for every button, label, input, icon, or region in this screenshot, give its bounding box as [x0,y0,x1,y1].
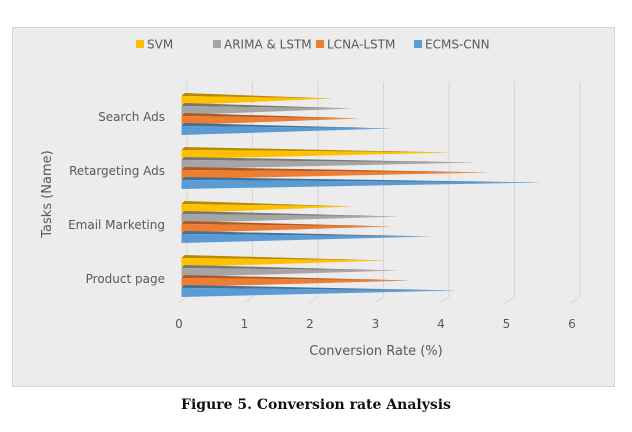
gridline-floor [374,296,384,304]
y-category-label: Search Ads [98,110,165,124]
bar-top-face [181,285,458,291]
bar-top-face [181,221,393,227]
legend-label: ARIMA & LSTM [224,38,312,52]
gridline-floor [439,296,450,304]
bar-top-face [181,201,353,207]
bar-top-face [181,157,478,163]
x-tick-label: 2 [306,317,314,331]
bar-svm-product-page [181,258,386,267]
gridline-floor [570,296,581,304]
bar-lcna-lstm-retargeting-ads [181,170,491,179]
bar-lcna-lstm-search-ads [181,116,360,125]
gridline-floor [505,296,515,304]
x-tick-label: 1 [241,317,249,331]
bar-top-face [181,265,399,271]
legend: SVM ARIMA & LSTM LCNA-LSTM ECMS-CNN [136,38,490,52]
bar-arima-lstm-search-ads [181,106,353,115]
bar-svm-email-marketing [181,204,353,213]
gridline-floor [308,296,319,304]
bar-top-face [181,275,412,281]
x-tick-label: 6 [568,317,576,331]
bar-top-face [181,177,543,183]
bar-svm-retargeting-ads [181,150,452,159]
bar-top-face [181,147,452,153]
bar-ecms-cnn-retargeting-ads [181,180,543,189]
bar-top-face [181,255,386,261]
legend-swatch [213,40,221,48]
bar-ecms-cnn-email-marketing [181,234,432,243]
x-tick-label: 5 [503,317,511,331]
x-tick-label: 3 [372,317,380,331]
y-category-label: Product page [86,272,165,286]
bar-arima-lstm-email-marketing [181,214,399,223]
bar-svm-search-ads [181,96,334,105]
bar-top-face [181,103,353,109]
gridline-floor [177,296,188,304]
bar-top-face [181,113,360,119]
bar-top-face [181,123,393,129]
legend-label: SVM [147,38,173,52]
bar-top-face [181,167,491,173]
figure-caption: Figure 5. Conversion rate Analysis [181,397,451,413]
legend-label: ECMS-CNN [425,38,490,52]
bar-top-face [181,211,399,217]
bar-arima-lstm-product-page [181,268,399,277]
y-category-label: Email Marketing [68,218,165,232]
x-axis-title: Conversion Rate (%) [309,344,442,359]
x-tick-label: 4 [437,317,445,331]
bar-ecms-cnn-search-ads [181,126,393,135]
legend-label: LCNA-LSTM [327,38,395,52]
bar-arima-lstm-retargeting-ads [181,160,478,169]
legend-swatch [316,40,324,48]
gridline-floor [243,296,253,304]
bar-top-face [181,231,432,237]
legend-swatch [136,40,144,48]
y-axis-title: Tasks (Name) [40,150,55,238]
bar-ecms-cnn-product-page [181,288,458,297]
x-tick-labels: 0 1 2 3 4 5 6 [175,317,576,331]
bars [181,93,543,297]
bar-lcna-lstm-email-marketing [181,224,393,233]
bar-lcna-lstm-product-page [181,278,412,287]
y-category-label: Retargeting Ads [69,164,165,178]
legend-swatch [414,40,422,48]
category-labels: Search Ads Retargeting Ads Email Marketing… [68,110,165,286]
bar-top-face [181,93,334,99]
x-tick-label: 0 [175,317,183,331]
